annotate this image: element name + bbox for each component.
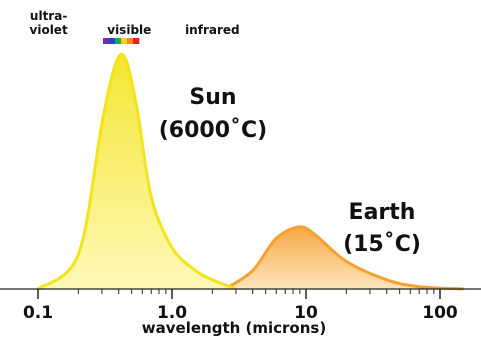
emission-curves	[37, 52, 464, 291]
tick-label: 100	[422, 303, 458, 323]
spectrum-swatch	[121, 38, 128, 44]
sun-temperature-label: (6000˚C)	[159, 118, 268, 143]
area-fill-sun	[38, 54, 236, 290]
x-axis-title: wavelength (microns)	[142, 319, 326, 337]
band-label: visible	[107, 23, 151, 37]
spectrum-swatch	[109, 38, 116, 44]
curve-line-sun	[37, 52, 237, 291]
band-label-line1: ultra-	[30, 9, 67, 23]
curve-labels: Sun (6000˚C) Earth (15˚C)	[159, 85, 421, 257]
earth-label: Earth	[349, 200, 416, 225]
curve-line-earth	[224, 225, 464, 291]
x-axis-ticks: 0.1 1.0 10 100	[23, 289, 458, 323]
earth-temperature-label: (15˚C)	[343, 232, 421, 257]
tick-label: 0.1	[23, 303, 53, 323]
spectrum-swatch	[115, 38, 122, 44]
sun-label: Sun	[189, 85, 236, 110]
spectrum-swatch	[127, 38, 134, 44]
visible-spectrum-bar	[103, 38, 140, 44]
spectral-bands: ultra-violet visible infrared	[30, 9, 240, 37]
spectrum-swatch	[103, 38, 110, 44]
tick-label: 10	[294, 303, 318, 323]
band-label: violet	[30, 23, 68, 37]
area-fill-earth	[225, 226, 464, 289]
spectrum-swatch	[133, 38, 140, 44]
band-label: infrared	[185, 23, 240, 37]
tick-label: 1.0	[157, 303, 187, 323]
